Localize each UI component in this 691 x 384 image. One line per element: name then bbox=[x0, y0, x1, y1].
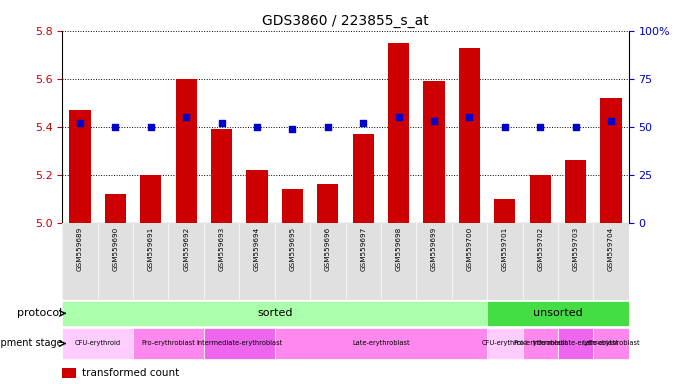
Point bbox=[605, 118, 616, 124]
Bar bbox=[104, 194, 126, 223]
Point bbox=[393, 114, 404, 120]
Text: GSM559700: GSM559700 bbox=[466, 227, 473, 271]
FancyBboxPatch shape bbox=[558, 328, 594, 359]
Text: GSM559696: GSM559696 bbox=[325, 227, 331, 271]
Text: Pro-erythroblast: Pro-erythroblast bbox=[513, 341, 567, 346]
FancyBboxPatch shape bbox=[522, 328, 558, 359]
Text: GSM559701: GSM559701 bbox=[502, 227, 508, 271]
Point bbox=[322, 124, 333, 130]
Point bbox=[464, 114, 475, 120]
Bar bbox=[530, 175, 551, 223]
Text: Intermediate-erythroblast: Intermediate-erythroblast bbox=[533, 341, 619, 346]
Bar bbox=[211, 129, 232, 223]
Bar bbox=[317, 184, 339, 223]
Point bbox=[110, 124, 121, 130]
Text: protocol: protocol bbox=[17, 308, 62, 318]
Bar bbox=[246, 170, 267, 223]
Point bbox=[180, 114, 191, 120]
Bar bbox=[62, 368, 76, 377]
Text: GSM559695: GSM559695 bbox=[290, 227, 295, 271]
Text: GSM559694: GSM559694 bbox=[254, 227, 260, 271]
Text: GSM559693: GSM559693 bbox=[218, 227, 225, 271]
Text: GSM559690: GSM559690 bbox=[113, 227, 118, 271]
Text: GSM559697: GSM559697 bbox=[360, 227, 366, 271]
FancyBboxPatch shape bbox=[133, 328, 204, 359]
Bar bbox=[282, 189, 303, 223]
Point bbox=[145, 124, 156, 130]
Text: transformed count: transformed count bbox=[82, 368, 179, 378]
Text: Intermediate-erythroblast: Intermediate-erythroblast bbox=[196, 341, 283, 346]
Text: sorted: sorted bbox=[257, 308, 292, 318]
FancyBboxPatch shape bbox=[274, 328, 487, 359]
Text: GSM559704: GSM559704 bbox=[608, 227, 614, 271]
Bar bbox=[424, 81, 445, 223]
Text: CFU-erythroid: CFU-erythroid bbox=[482, 341, 528, 346]
Point bbox=[287, 126, 298, 132]
Title: GDS3860 / 223855_s_at: GDS3860 / 223855_s_at bbox=[262, 14, 429, 28]
Text: Pro-erythroblast: Pro-erythroblast bbox=[142, 341, 196, 346]
Bar bbox=[352, 134, 374, 223]
FancyBboxPatch shape bbox=[62, 223, 629, 300]
Point bbox=[358, 120, 369, 126]
Text: Late-erythroblast: Late-erythroblast bbox=[352, 341, 410, 346]
Point bbox=[570, 124, 581, 130]
Text: unsorted: unsorted bbox=[533, 308, 583, 318]
FancyBboxPatch shape bbox=[204, 328, 274, 359]
Text: GSM559689: GSM559689 bbox=[77, 227, 83, 271]
Text: Late-erythroblast: Late-erythroblast bbox=[583, 341, 640, 346]
FancyBboxPatch shape bbox=[487, 328, 522, 359]
FancyBboxPatch shape bbox=[62, 301, 487, 326]
Text: GSM559699: GSM559699 bbox=[431, 227, 437, 271]
Point bbox=[216, 120, 227, 126]
Point bbox=[75, 120, 86, 126]
FancyBboxPatch shape bbox=[594, 328, 629, 359]
Bar bbox=[565, 161, 586, 223]
Point bbox=[535, 124, 546, 130]
Point bbox=[252, 124, 263, 130]
Bar bbox=[388, 43, 409, 223]
FancyBboxPatch shape bbox=[62, 328, 133, 359]
Point bbox=[428, 118, 439, 124]
Text: GSM559691: GSM559691 bbox=[148, 227, 153, 271]
Text: CFU-erythroid: CFU-erythroid bbox=[75, 341, 121, 346]
Bar bbox=[140, 175, 161, 223]
Bar bbox=[69, 110, 91, 223]
Text: GSM559703: GSM559703 bbox=[573, 227, 578, 271]
Text: development stage: development stage bbox=[0, 338, 62, 349]
Text: GSM559692: GSM559692 bbox=[183, 227, 189, 271]
Bar bbox=[494, 199, 515, 223]
Point bbox=[500, 124, 511, 130]
Text: GSM559698: GSM559698 bbox=[396, 227, 401, 271]
Bar bbox=[459, 48, 480, 223]
Bar bbox=[600, 98, 622, 223]
FancyBboxPatch shape bbox=[487, 301, 629, 326]
Text: GSM559702: GSM559702 bbox=[538, 227, 543, 271]
Bar bbox=[176, 79, 197, 223]
